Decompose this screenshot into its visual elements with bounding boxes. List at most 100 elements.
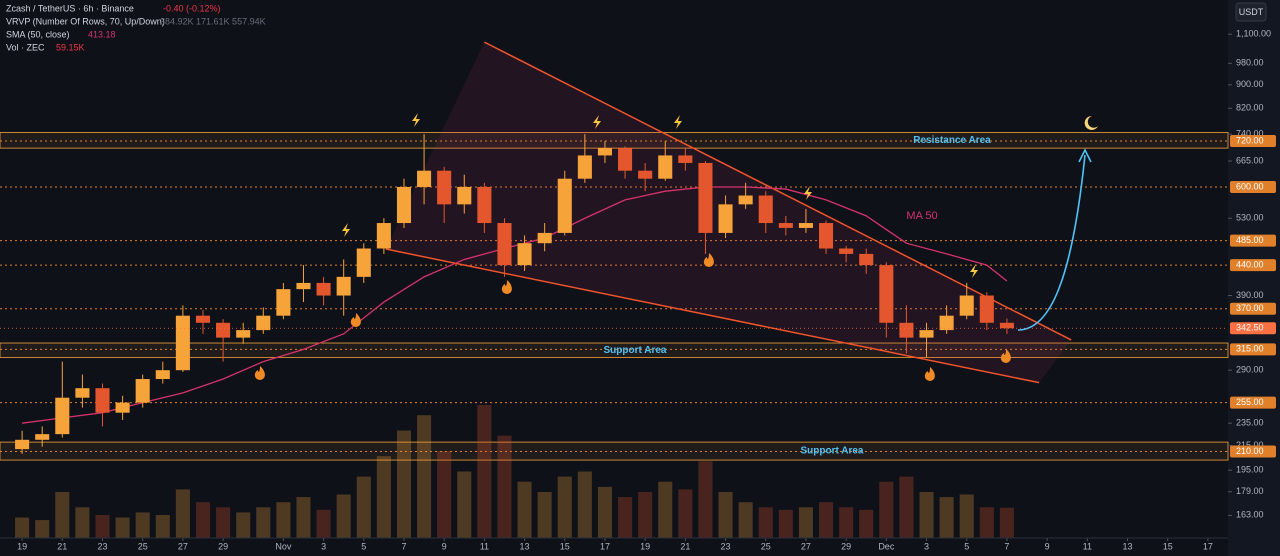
- candle-body: [678, 155, 693, 163]
- lightning-icon: [804, 186, 812, 200]
- y-tick-label: 665.00: [1236, 155, 1264, 165]
- x-tick-label: 7: [1004, 541, 1009, 551]
- candle-body: [316, 282, 331, 296]
- currency-button[interactable]: [1235, 2, 1267, 22]
- candle-body: [557, 178, 572, 233]
- candle-body: [336, 276, 351, 296]
- x-tick-label: 5: [964, 541, 969, 551]
- candle-body: [236, 330, 251, 338]
- candle-body: [296, 282, 311, 290]
- volume-bar: [396, 430, 412, 538]
- level-label-box: [1230, 180, 1276, 193]
- x-tick-label: 11: [480, 541, 489, 551]
- level-label: 440.00: [1236, 260, 1264, 270]
- candle-body: [798, 223, 813, 228]
- volume-bar: [216, 507, 231, 538]
- volume-bar: [15, 517, 30, 538]
- lightning-icon: [674, 115, 682, 129]
- volume-bar: [658, 481, 673, 538]
- y-tick-label: 235.00: [1236, 418, 1264, 428]
- candle-body: [939, 315, 954, 331]
- y-tick-label: 290.00: [1236, 365, 1264, 375]
- lightning-icon: [593, 115, 601, 129]
- candle-body: [597, 148, 612, 156]
- candle-body: [999, 322, 1014, 329]
- candle-body: [618, 148, 633, 171]
- x-tick-label: 27: [801, 541, 811, 551]
- moon-icon: [1084, 115, 1098, 130]
- candle-body: [155, 370, 170, 380]
- candle-body: [899, 322, 914, 338]
- candle-body: [517, 243, 532, 266]
- level-label: 720.00: [1236, 135, 1264, 145]
- candle-body: [537, 232, 552, 244]
- x-tick-label: 13: [1123, 541, 1133, 551]
- currency-label[interactable]: USDT: [1239, 7, 1264, 17]
- volume-bar: [859, 509, 874, 538]
- volume-label: Vol · ZEC: [6, 42, 45, 52]
- candle-body: [75, 388, 90, 398]
- x-tick-label: 19: [640, 541, 650, 551]
- candle-body: [437, 170, 452, 205]
- lightning-icon: [970, 264, 978, 278]
- trendline: [385, 248, 1040, 384]
- volume-bar: [698, 461, 713, 538]
- x-tick-label: 15: [1163, 541, 1173, 551]
- candle-body: [718, 204, 733, 233]
- zone: [0, 132, 1229, 149]
- x-tick-label: 23: [721, 541, 731, 551]
- volume-bar: [236, 512, 251, 538]
- arrow-head: [1078, 148, 1092, 163]
- volume-bar: [798, 507, 813, 538]
- volume-bar: [276, 502, 291, 538]
- volume-bar: [296, 497, 311, 538]
- y-tick-label: 1,100.00: [1236, 29, 1271, 39]
- y-tick-label: 390.00: [1236, 290, 1264, 300]
- candle-body: [276, 289, 291, 316]
- candle-body: [477, 186, 492, 224]
- y-tick-label: 215.00: [1236, 440, 1264, 450]
- price-axis-bg: [1228, 0, 1280, 556]
- volume-bar: [135, 512, 150, 538]
- candle-body: [417, 170, 432, 187]
- x-tick-label: 25: [138, 541, 148, 551]
- y-tick-label: 900.00: [1236, 79, 1264, 89]
- flame-icon: [703, 253, 714, 267]
- volume-bar: [879, 481, 894, 538]
- volume-bar: [115, 517, 130, 538]
- volume-bar: [35, 520, 50, 538]
- candle-body: [15, 439, 30, 450]
- x-tick-label: 9: [442, 541, 447, 551]
- volume-bar: [316, 509, 331, 538]
- candle-body: [778, 223, 793, 228]
- volume-bar: [678, 489, 693, 538]
- y-tick-label: 980.00: [1236, 58, 1264, 68]
- level-label: 210.00: [1236, 446, 1264, 456]
- sma-label: SMA (50, close): [6, 29, 70, 39]
- volume-bar: [55, 491, 70, 538]
- volume-bar: [517, 481, 532, 538]
- volume-bar: [437, 451, 452, 538]
- volume-bar: [899, 476, 914, 538]
- y-tick-label: 179.00: [1236, 486, 1264, 496]
- x-tick-label: 11: [1083, 541, 1092, 551]
- x-tick-label: 23: [97, 541, 107, 551]
- x-tick-label: 21: [680, 541, 690, 551]
- volume-bar: [477, 405, 492, 538]
- volume-bar: [376, 456, 391, 538]
- x-tick-label: 3: [924, 541, 929, 551]
- candle-body: [698, 162, 713, 233]
- volume-bar: [557, 476, 572, 538]
- volume-bar: [758, 507, 773, 538]
- volume-bar: [999, 507, 1014, 538]
- level-label: 600.00: [1236, 181, 1264, 191]
- candle-body: [457, 186, 472, 205]
- y-tick-label: 195.00: [1236, 465, 1264, 475]
- y-tick-label: 740.00: [1236, 128, 1264, 138]
- volume-bar: [336, 494, 351, 538]
- candle-body: [55, 397, 70, 435]
- candle-body: [658, 155, 673, 179]
- lightning-icon: [342, 223, 350, 237]
